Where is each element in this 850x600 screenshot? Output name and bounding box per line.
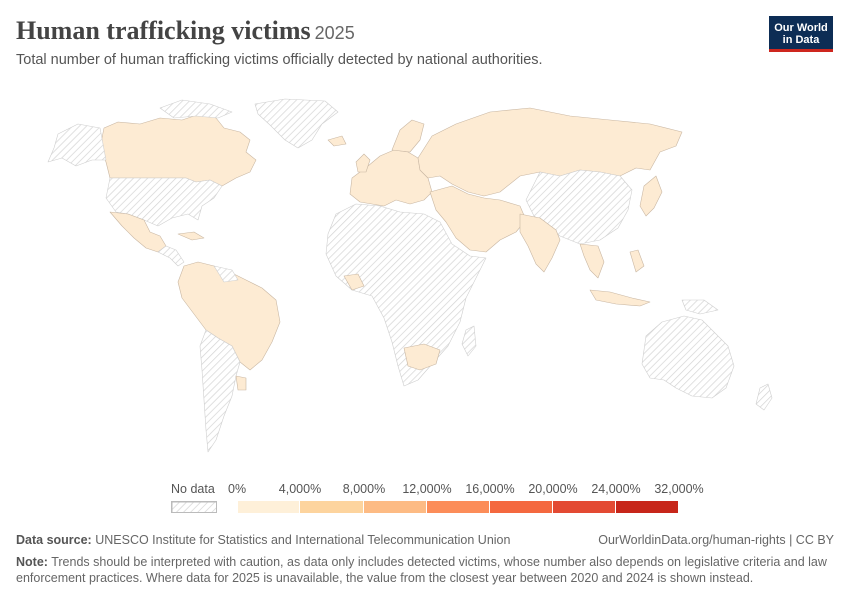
logo-line-2: in Data <box>782 34 820 46</box>
region-middle-east[interactable] <box>429 185 527 253</box>
world-map <box>47 98 773 453</box>
region-arctic-islands[interactable] <box>159 99 233 119</box>
legend-tick-label: 12,000% <box>402 482 452 496</box>
legend-no-data-label: No data <box>171 482 215 496</box>
region-iceland[interactable] <box>327 135 347 147</box>
region-alaska[interactable] <box>47 123 107 167</box>
legend-swatch[interactable] <box>490 501 553 513</box>
region-nigeria[interactable] <box>343 273 365 291</box>
chart-title: Human trafficking victims 2025 <box>16 16 355 46</box>
title-year: 2025 <box>314 23 355 43</box>
region-philippines[interactable] <box>629 249 645 273</box>
legend-swatch[interactable] <box>300 501 364 513</box>
source-url[interactable]: OurWorldinData.org/human-rights | CC BY <box>598 533 834 547</box>
title-text: Human trafficking victims <box>16 16 311 45</box>
legend-swatch[interactable] <box>238 501 300 513</box>
legend-tick-label: 20,000% <box>528 482 578 496</box>
legend-tick-label: 0% <box>228 482 247 496</box>
region-south-america-south[interactable] <box>199 329 241 453</box>
note-label: Note: <box>16 555 48 569</box>
note-block: Note: Trends should be interpreted with … <box>16 554 834 586</box>
region-indonesia[interactable] <box>589 289 651 307</box>
legend-tick-label: 32,000% <box>654 482 704 496</box>
source-line: Data source: UNESCO Institute for Statis… <box>16 533 834 547</box>
region-india[interactable] <box>519 213 561 273</box>
legend: No data 0% 4,000% 8,000% 12,000% 16,000% 20,0… <box>0 478 850 518</box>
region-canada[interactable] <box>99 113 257 187</box>
region-southern-africa[interactable] <box>403 343 441 371</box>
region-caribbean[interactable] <box>177 231 205 241</box>
logo-line-1: Our World <box>774 22 828 34</box>
legend-swatch[interactable] <box>553 501 616 513</box>
region-greenland[interactable] <box>254 98 339 149</box>
legend-tick-label: 8,000% <box>342 482 386 496</box>
region-scandinavia[interactable] <box>391 119 425 153</box>
region-southeast-asia[interactable] <box>579 243 605 279</box>
source-label: Data source: <box>16 533 92 547</box>
region-japan[interactable] <box>639 175 663 217</box>
note-text: Trends should be interpreted with cautio… <box>16 555 827 585</box>
legend-swatch[interactable] <box>427 501 490 513</box>
owid-logo[interactable]: Our World in Data <box>769 16 833 52</box>
legend-tick-label: 24,000% <box>591 482 641 496</box>
legend-tick-label: 4,000% <box>278 482 322 496</box>
legend-tick-label: 16,000% <box>465 482 515 496</box>
source-text: UNESCO Institute for Statistics and Inte… <box>95 533 511 547</box>
region-central-america[interactable] <box>157 245 185 267</box>
region-png[interactable] <box>681 299 719 315</box>
legend-swatch[interactable] <box>616 501 679 513</box>
legend-swatch[interactable] <box>364 501 427 513</box>
region-uruguay[interactable] <box>235 375 247 391</box>
region-new-zealand[interactable] <box>755 383 773 411</box>
legend-no-data-swatch <box>171 501 217 513</box>
chart-subtitle: Total number of human trafficking victim… <box>16 52 543 68</box>
region-madagascar[interactable] <box>461 325 477 357</box>
region-australia[interactable] <box>641 315 735 399</box>
region-united-states[interactable] <box>105 177 223 227</box>
region-uk[interactable] <box>355 153 371 173</box>
region-guianas[interactable] <box>213 265 239 283</box>
